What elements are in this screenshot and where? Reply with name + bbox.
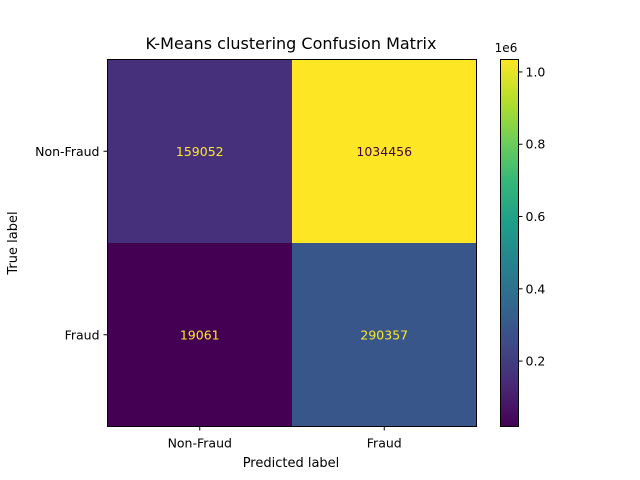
y-tick-label: Non-Fraud bbox=[35, 144, 99, 159]
cell-non-fraud-non-fraud bbox=[107, 59, 293, 244]
chart-title: K-Means clustering Confusion Matrix bbox=[146, 34, 437, 53]
colorbar-tick-label: 0.6 bbox=[526, 209, 546, 224]
y-tick-label: Fraud bbox=[65, 327, 100, 342]
cell-fraud-non-fraud bbox=[107, 243, 293, 427]
x-axis-ticks: Non-Fraud Fraud bbox=[168, 426, 402, 451]
plot-frame bbox=[107, 59, 477, 427]
cell-non-fraud-fraud bbox=[292, 59, 477, 244]
colorbar: 0.2 0.4 0.6 0.8 1.0 1e6 bbox=[495, 41, 546, 427]
cell-value-non-fraud-non-fraud: 159052 bbox=[176, 144, 224, 159]
cell-value-fraud-non-fraud: 19061 bbox=[180, 327, 220, 342]
cell-value-fraud-fraud: 290357 bbox=[360, 327, 408, 342]
x-tick-label: Fraud bbox=[367, 436, 402, 451]
cell-fraud-fraud bbox=[292, 243, 477, 427]
colorbar-multiplier: 1e6 bbox=[495, 41, 518, 55]
y-axis-label: True label bbox=[6, 211, 21, 275]
x-tick-label: Non-Fraud bbox=[168, 436, 232, 451]
colorbar-ticks: 0.2 0.4 0.6 0.8 1.0 bbox=[518, 64, 546, 369]
colorbar-frame bbox=[500, 59, 519, 427]
cell-value-non-fraud-fraud: 1034456 bbox=[356, 144, 412, 159]
colorbar-tick-label: 0.8 bbox=[526, 137, 546, 152]
colorbar-tick-label: 0.2 bbox=[526, 354, 546, 369]
matrix-cell-labels: 159052 1034456 19061 290357 bbox=[176, 144, 412, 343]
colorbar-tick-label: 0.4 bbox=[526, 281, 546, 296]
colorbar-tick-label: 1.0 bbox=[526, 64, 546, 79]
x-axis-label: Predicted label bbox=[243, 456, 340, 471]
y-axis-ticks: Non-Fraud Fraud bbox=[35, 144, 108, 342]
matrix-cells bbox=[107, 59, 477, 427]
colorbar-gradient bbox=[500, 59, 519, 427]
